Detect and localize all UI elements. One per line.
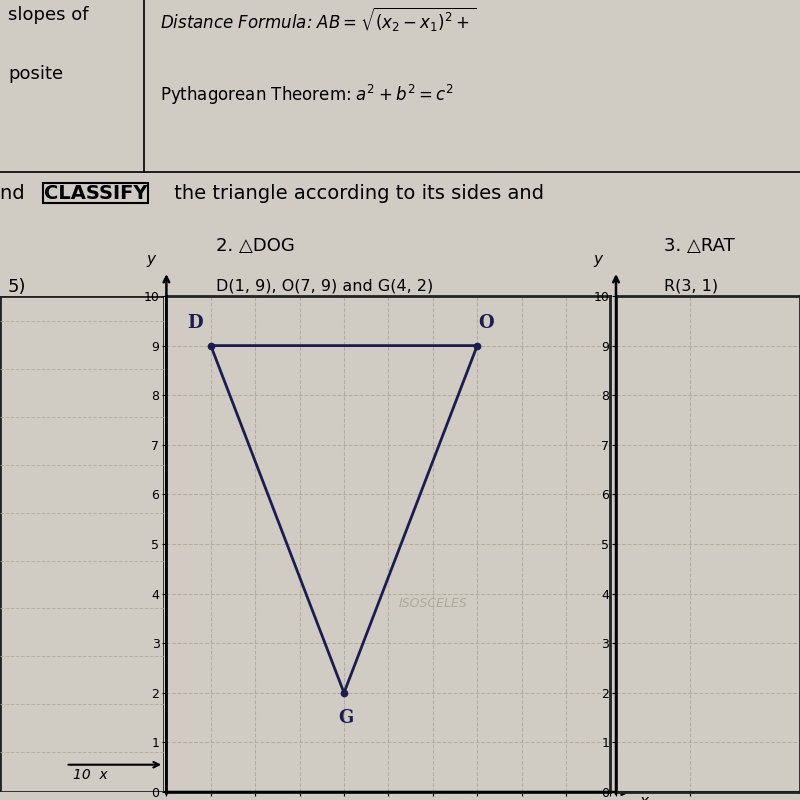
Text: y: y <box>146 252 155 266</box>
Text: y: y <box>593 252 602 266</box>
Text: CLASSIFY: CLASSIFY <box>44 183 147 202</box>
Text: 5): 5) <box>8 278 26 296</box>
Text: D: D <box>187 314 203 332</box>
Text: Distance Formula: $AB = \sqrt{(x_2 - x_1)^2 +}$: Distance Formula: $AB = \sqrt{(x_2 - x_1… <box>160 6 477 34</box>
Text: 3. △RAT: 3. △RAT <box>664 237 734 254</box>
Text: R(3, 1): R(3, 1) <box>664 278 718 294</box>
Text: nd: nd <box>0 183 31 202</box>
Text: O: O <box>478 314 494 332</box>
Text: posite: posite <box>8 65 63 83</box>
Text: G: G <box>338 709 354 726</box>
Text: D(1, 9), O(7, 9) and G(4, 2): D(1, 9), O(7, 9) and G(4, 2) <box>216 278 434 294</box>
Text: x: x <box>639 794 648 800</box>
Text: 10  x: 10 x <box>73 768 107 782</box>
Text: slopes of: slopes of <box>8 6 89 24</box>
Text: ISOSCELES: ISOSCELES <box>398 597 467 610</box>
Text: the triangle according to its sides and: the triangle according to its sides and <box>168 183 544 202</box>
Text: Pythagorean Theorem: $a^2 + b^2 = c^2$: Pythagorean Theorem: $a^2 + b^2 = c^2$ <box>160 83 454 107</box>
Text: 2. △DOG: 2. △DOG <box>216 237 294 254</box>
